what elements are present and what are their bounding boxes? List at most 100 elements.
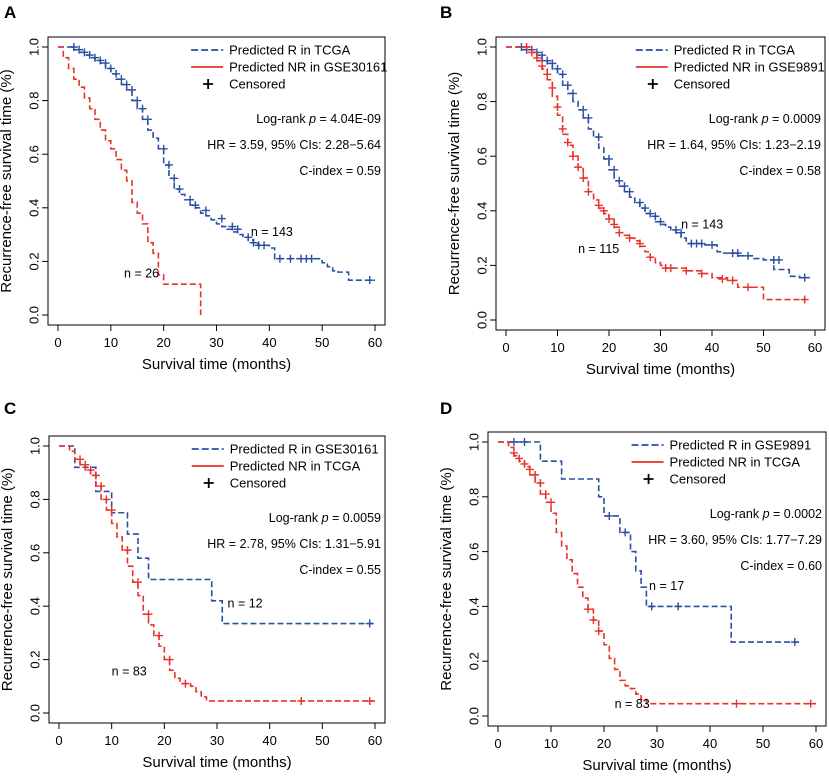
legend-label: Predicted R in TCGA — [229, 43, 350, 58]
hazard-ratio-text: HR = 3.60, 95% CIs: 1.77−7.29 — [648, 533, 822, 547]
censored-mark — [610, 165, 619, 174]
x-tick-label: 30 — [653, 340, 667, 355]
panel-label: B — [440, 3, 452, 22]
censored-mark — [635, 239, 644, 248]
x-tick-label: 60 — [368, 335, 382, 350]
censored-mark — [553, 64, 562, 73]
x-tick-label: 40 — [703, 736, 717, 751]
sample-size-label: n = 143 — [251, 225, 293, 239]
censored-mark — [558, 70, 567, 79]
sample-size-label: n = 83 — [112, 665, 147, 679]
x-tick-label: 30 — [209, 335, 223, 350]
censored-mark — [536, 479, 545, 488]
sample-size-label: n = 17 — [649, 579, 684, 593]
legend-label: Predicted NR in GSE9891 — [674, 60, 825, 75]
statistics: Log-rank p = 0.0059 HR = 2.78, 95% CIs: 1… — [207, 511, 381, 577]
y-tick-label: 0.2 — [475, 256, 490, 274]
censored-mark — [610, 220, 619, 229]
censored-mark — [646, 253, 655, 262]
censored-mark — [96, 56, 105, 65]
plot-frame — [48, 435, 386, 724]
x-tick-label: 30 — [650, 736, 664, 751]
censored-mark — [101, 59, 110, 68]
series-predicted-nr: n = 26 — [58, 46, 202, 315]
sample-size-label: n = 12 — [228, 597, 263, 611]
legend-censored-symbol — [203, 79, 214, 89]
censored-mark — [697, 239, 706, 248]
panel-d: D 0 10 20 30 40 50 60 0.0 0.2 0.4 0.6 0.8 1.0 Survival… — [438, 399, 827, 774]
x-tick-label: 10 — [104, 733, 118, 748]
censored-mark — [297, 696, 306, 705]
censored-mark — [91, 471, 100, 480]
hazard-ratio-text: HR = 3.59, 95% CIs: 2.28−5.64 — [207, 138, 381, 152]
panel-label: A — [4, 3, 16, 22]
logrank-text: Log-rank p = 0.0009 — [709, 112, 821, 126]
panel-a: A 0 10 20 30 40 50 60 0.0 0.2 0.4 0.6 0.8 1.0 Survival… — [0, 3, 387, 373]
x-tick-label: 60 — [808, 340, 822, 355]
series-predicted-nr: n = 115 — [506, 43, 809, 304]
censored-mark — [605, 214, 613, 223]
censored-mark — [138, 104, 147, 113]
censored-mark — [548, 59, 557, 68]
legend: Predicted R in GSE9891 Predicted NR in TC… — [631, 438, 811, 487]
series-predicted-nr: n = 83 — [59, 445, 375, 705]
series-predicted-r: n = 143 — [506, 43, 810, 282]
statistics: Log-rank p = 4.04E-09 HR = 3.59, 95% CIs:… — [207, 112, 381, 178]
c-index-text: C-index = 0.58 — [739, 164, 821, 178]
x-tick-label: 0 — [502, 340, 509, 355]
y-tick-label: 0.6 — [27, 145, 42, 163]
legend-censored-symbol — [643, 474, 654, 484]
x-tick-label: 40 — [262, 733, 276, 748]
censored-mark — [275, 254, 284, 263]
censored-mark — [81, 460, 90, 469]
x-tick-label: 40 — [262, 335, 276, 350]
censored-mark — [117, 75, 126, 84]
censored-mark — [615, 228, 624, 237]
x-tick-label: 50 — [315, 733, 329, 748]
y-tick-label: 0.6 — [467, 543, 482, 561]
censored-mark — [86, 466, 95, 475]
censored-mark — [127, 85, 136, 94]
censored-mark — [191, 201, 200, 210]
x-axis-label: Survival time (months) — [582, 757, 731, 774]
x-tick-label: 20 — [602, 340, 616, 355]
censored-mark — [677, 228, 686, 237]
censored-mark — [76, 455, 85, 464]
legend-label: Censored — [230, 476, 286, 491]
y-tick-label: 0.6 — [28, 544, 43, 562]
censored-mark — [646, 209, 655, 218]
censored-mark — [201, 206, 210, 215]
hazard-ratio-text: HR = 1.64, 95% CIs: 1.23−2.19 — [647, 138, 821, 152]
x-tick-label: 30 — [210, 733, 224, 748]
y-tick-label: 0.4 — [28, 597, 43, 615]
y-tick-label: 0.0 — [475, 311, 490, 329]
statistics: Log-rank p = 0.0002 HR = 3.60, 95% CIs: 1… — [648, 507, 822, 573]
legend-label: Predicted NR in GSE30161 — [229, 60, 387, 75]
censored-mark — [228, 222, 237, 231]
x-tick-label: 10 — [550, 340, 564, 355]
x-tick-label: 0 — [55, 733, 62, 748]
censored-mark — [75, 45, 84, 54]
censored-mark — [774, 255, 783, 264]
censored-mark — [558, 124, 567, 133]
censored-mark — [615, 176, 624, 185]
censored-mark — [584, 605, 593, 614]
censored-mark — [307, 254, 316, 263]
censored-mark — [181, 679, 190, 688]
censored-mark — [728, 276, 737, 285]
censored-mark — [605, 511, 614, 520]
censored-mark — [708, 240, 716, 249]
censored-mark — [800, 273, 809, 282]
censored-mark — [133, 96, 142, 105]
censored-mark — [260, 241, 269, 250]
censored-mark — [365, 276, 374, 285]
censored-mark — [656, 217, 665, 226]
y-tick-label: 0.6 — [475, 147, 490, 165]
censored-mark — [579, 105, 588, 114]
legend-label: Censored — [674, 77, 730, 92]
sample-size-label: n = 83 — [615, 697, 650, 711]
panel-b: B 0 10 20 30 40 50 60 0.0 0.2 0.4 0.6 0.8 1.0 Survival… — [440, 3, 826, 378]
censored-mark — [671, 225, 680, 234]
censored-mark — [744, 283, 753, 292]
